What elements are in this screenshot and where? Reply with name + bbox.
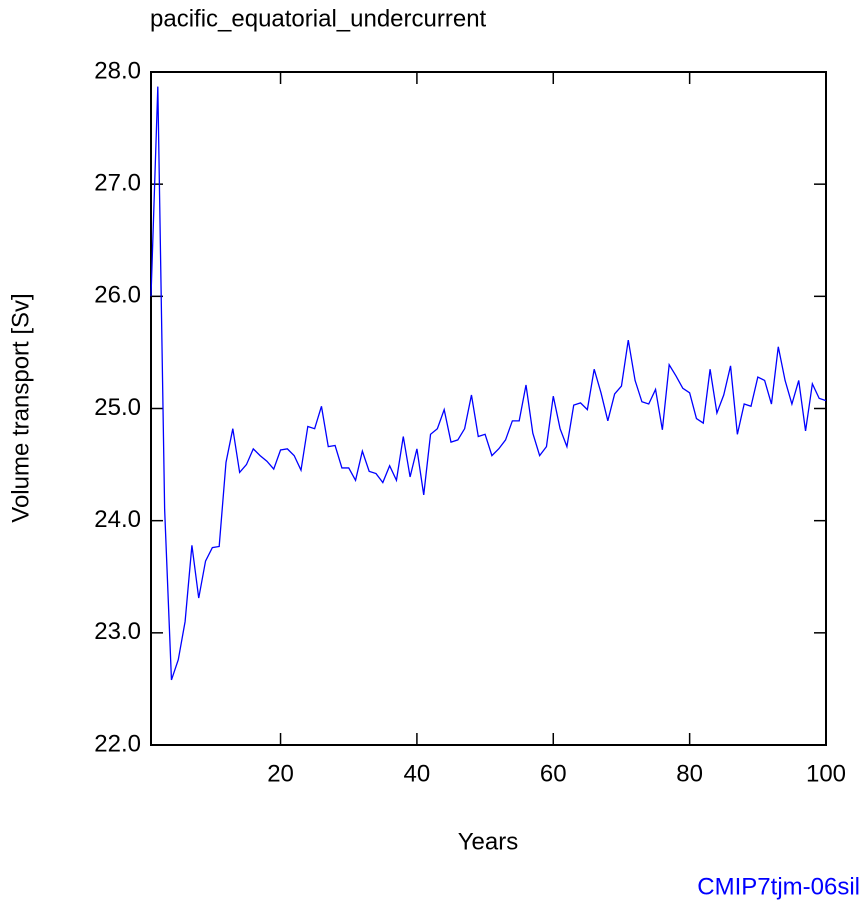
y-tick-label: 28.0 [94, 57, 141, 84]
y-tick-label: 22.0 [94, 730, 141, 757]
x-axis-label: Years [458, 828, 519, 855]
chart-title: pacific_equatorial_undercurrent [150, 5, 487, 32]
x-tick-label: 80 [676, 760, 703, 787]
plot-frame [150, 71, 827, 746]
y-tick-label: 26.0 [94, 282, 141, 309]
data-line [150, 86, 827, 681]
y-tick-label: 27.0 [94, 170, 141, 197]
y-tick-label: 24.0 [94, 506, 141, 533]
x-tick-label: 100 [806, 760, 846, 787]
y-tick-label: 23.0 [94, 618, 141, 645]
y-axis-label: Volume transport [Sv] [7, 293, 34, 522]
x-tick-label: 20 [267, 760, 294, 787]
footer-label: CMIP7tjm-06sil [697, 873, 860, 900]
x-tick-label: 60 [540, 760, 567, 787]
y-tick-label: 25.0 [94, 394, 141, 421]
x-tick-label: 40 [404, 760, 431, 787]
